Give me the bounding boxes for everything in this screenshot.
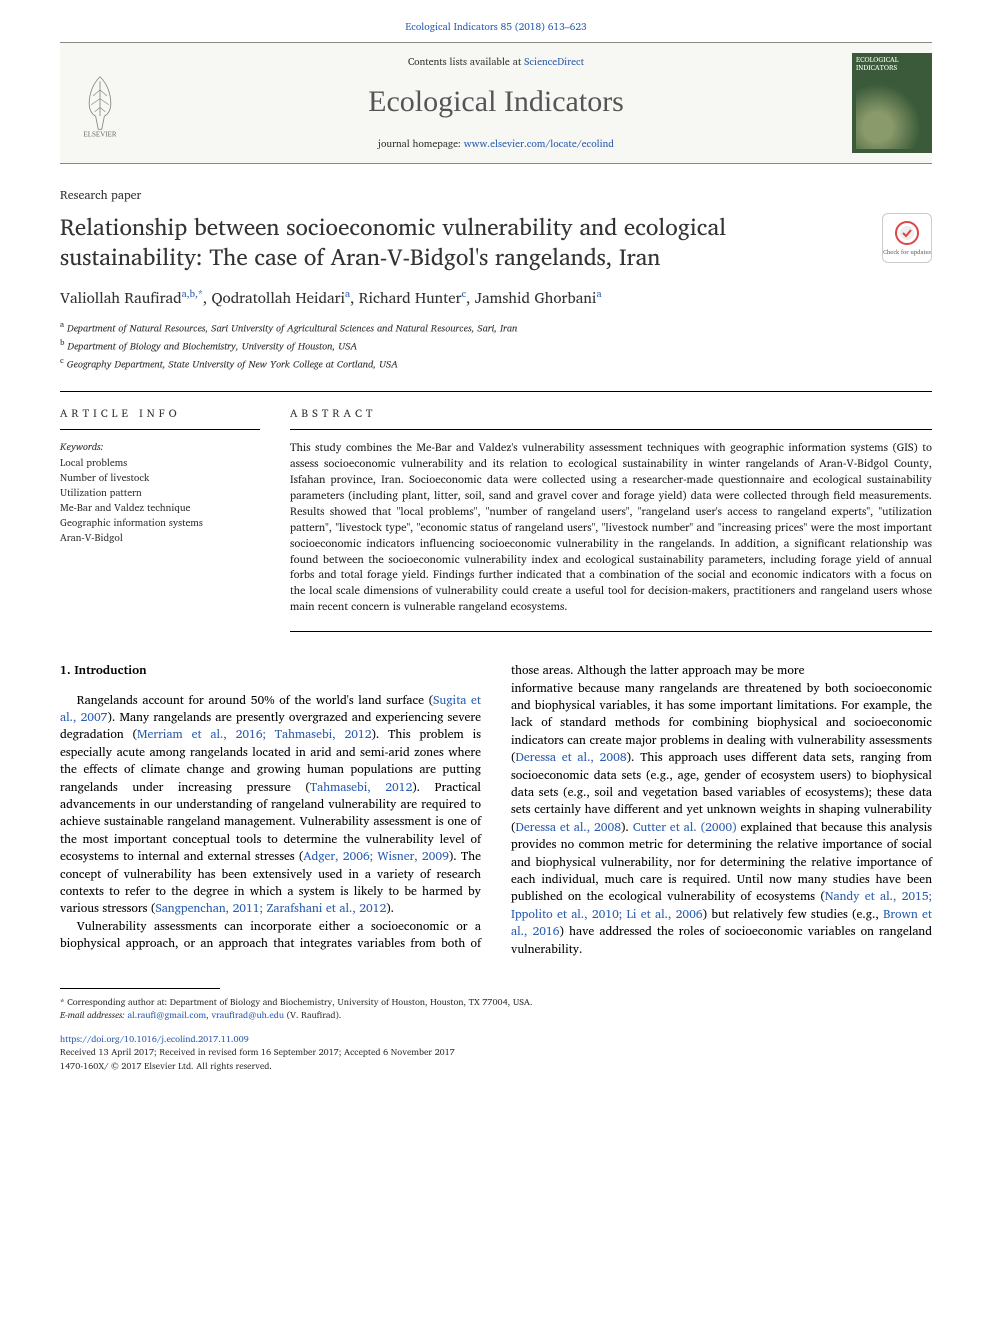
- email-line: E-mail addresses: al.raufi@gmail.com, vr…: [60, 1008, 932, 1022]
- cover-title: ECOLOGICAL INDICATORS: [856, 57, 928, 72]
- authors-line: Valiollah Raufirada,b,*, Qodratollah Hei…: [60, 287, 932, 308]
- keyword-item: Geographic information systems: [60, 516, 260, 531]
- citation-link[interactable]: Tahmasebi, 2012: [310, 778, 412, 797]
- cover-image-area: [856, 76, 928, 149]
- journal-homepage-link[interactable]: www.elsevier.com/locate/ecolind: [464, 136, 614, 152]
- svg-text:ELSEVIER: ELSEVIER: [83, 130, 116, 138]
- sciencedirect-link[interactable]: ScienceDirect: [524, 54, 584, 70]
- citation-link[interactable]: Sugita et al., 2007: [60, 691, 481, 727]
- journal-name: Ecological Indicators: [140, 81, 852, 123]
- affiliation-line: a Department of Natural Resources, Sari …: [60, 318, 932, 336]
- citation-link[interactable]: Adger, 2006; Wisner, 2009: [303, 847, 449, 866]
- citation-link[interactable]: Nandy et al., 2015; Ippolito et al., 201…: [511, 887, 932, 923]
- citation-link[interactable]: Sangpenchan, 2011; Zarafshani et al., 20…: [155, 899, 386, 918]
- publisher-logo-block: ELSEVIER: [60, 58, 140, 148]
- abstract-label: ABSTRACT: [290, 406, 932, 430]
- body-paragraph: Rangelands account for around 50% of the…: [60, 692, 481, 918]
- keyword-item: Aran-V-Bidgol: [60, 531, 260, 546]
- keywords-list: Local problemsNumber of livestockUtiliza…: [60, 456, 260, 546]
- citation-link[interactable]: Deressa et al., 2008: [516, 818, 622, 837]
- article-info-label: ARTICLE INFO: [60, 406, 260, 430]
- citation-link[interactable]: Cutter et al. (2000): [633, 818, 737, 837]
- keyword-item: Utilization pattern: [60, 486, 260, 501]
- affiliation-line: c Geography Department, State University…: [60, 354, 932, 372]
- article-info-column: ARTICLE INFO Keywords: Local problemsNum…: [60, 406, 260, 633]
- homepage-prefix: journal homepage:: [378, 136, 464, 152]
- journal-homepage-line: journal homepage: www.elsevier.com/locat…: [140, 137, 852, 151]
- email-suffix: (V. Raufirad).: [284, 1007, 341, 1022]
- contents-prefix: Contents lists available at: [408, 54, 524, 70]
- check-for-updates-button[interactable]: Check for updates: [882, 213, 932, 263]
- body-paragraph: informative because many rangelands are …: [511, 680, 932, 958]
- email-link[interactable]: vraufirad@uh.edu: [211, 1007, 284, 1022]
- journal-cover-thumbnail: ECOLOGICAL INDICATORS: [852, 53, 932, 153]
- keywords-label: Keywords:: [60, 440, 260, 454]
- doi-block: https://doi.org/10.1016/j.ecolind.2017.1…: [60, 1032, 932, 1073]
- keyword-item: Me-Bar and Valdez technique: [60, 501, 260, 516]
- email-label: E-mail addresses:: [60, 1007, 127, 1022]
- masthead-center: Contents lists available at ScienceDirec…: [140, 55, 852, 151]
- journal-masthead: ELSEVIER Contents lists available at Sci…: [60, 42, 932, 164]
- affiliations-block: a Department of Natural Resources, Sari …: [60, 318, 932, 373]
- email-link[interactable]: al.raufi@gmail.com: [127, 1007, 206, 1022]
- section-heading-1: 1. Introduction: [60, 662, 481, 679]
- article-title: Relationship between socioeconomic vulne…: [60, 213, 882, 273]
- crossmark-icon: [894, 220, 920, 246]
- citation-header: Ecological Indicators 85 (2018) 613–623: [60, 20, 932, 34]
- affiliation-line: b Department of Biology and Biochemistry…: [60, 336, 932, 354]
- citation-link[interactable]: Deressa et al., 2008: [516, 748, 627, 767]
- abstract-text: This study combines the Me-Bar and Valde…: [290, 440, 932, 632]
- keyword-item: Number of livestock: [60, 471, 260, 486]
- abstract-column: ABSTRACT This study combines the Me-Bar …: [290, 406, 932, 633]
- citation-link[interactable]: Merriam et al., 2016; Tahmasebi, 2012: [137, 725, 371, 744]
- keyword-item: Local problems: [60, 456, 260, 471]
- issn-copyright: 1470-160X/ © 2017 Elsevier Ltd. All righ…: [60, 1058, 272, 1073]
- elsevier-tree-icon: ELSEVIER: [70, 68, 130, 138]
- footnote-separator: [60, 988, 220, 989]
- article-body: 1. Introduction Rangelands account for a…: [60, 662, 932, 958]
- corresponding-author-note: * Corresponding author at: Department of…: [60, 995, 932, 1009]
- footnotes-block: * Corresponding author at: Department of…: [60, 995, 932, 1022]
- article-type: Research paper: [60, 188, 932, 205]
- check-updates-label: Check for updates: [883, 248, 931, 256]
- contents-available-line: Contents lists available at ScienceDirec…: [140, 55, 852, 69]
